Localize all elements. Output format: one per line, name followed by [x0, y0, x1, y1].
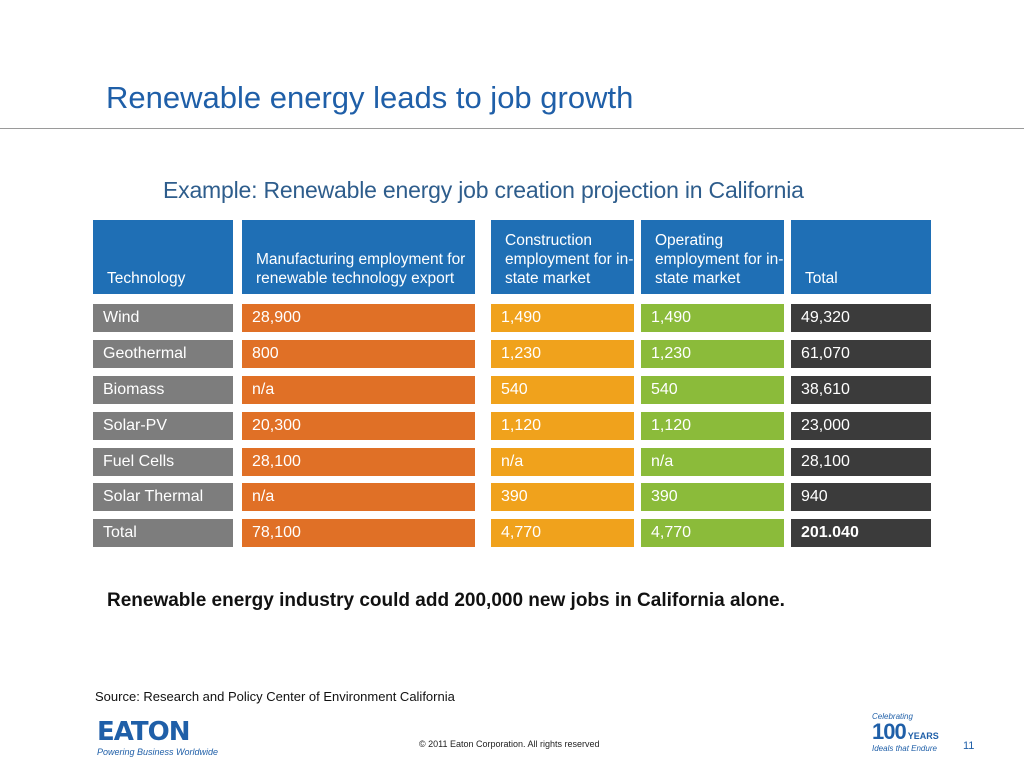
cell-manufacturing: 800 [242, 340, 475, 368]
page-number: 11 [963, 740, 975, 752]
cell-manufacturing: 28,900 [242, 304, 475, 332]
header-label: Manufacturing employment for renewable t… [256, 251, 466, 287]
cell-operating: 540 [641, 376, 784, 404]
cell-technology: Wind [93, 304, 233, 332]
cell-technology: Fuel Cells [93, 448, 233, 476]
header-label: Construction employment for in-state mar… [505, 232, 634, 287]
cell-manufacturing: n/a [242, 376, 475, 404]
cell-technology: Solar Thermal [93, 483, 233, 511]
logo-tagline: Powering Business Worldwide [97, 747, 219, 757]
eaton-logo: EATON Powering Business Worldwide [97, 717, 219, 760]
badge-years: YEARS [907, 731, 939, 741]
cell-construction: n/a [491, 448, 634, 476]
cell-operating: 1,230 [641, 340, 784, 368]
cell-technology: Total [93, 519, 233, 547]
cell-operating: 1,490 [641, 304, 784, 332]
cell-construction: 390 [491, 483, 634, 511]
cell-construction: 1,120 [491, 412, 634, 440]
header-total: Total [791, 220, 931, 294]
slide-title: Renewable energy leads to job growth [106, 80, 634, 115]
badge-number: 100 [872, 719, 907, 744]
header-construction: Construction employment for in-state mar… [491, 220, 634, 294]
header-technology: Technology [93, 220, 233, 294]
table-caption: Example: Renewable energy job creation p… [163, 177, 804, 203]
cell-operating: 390 [641, 483, 784, 511]
cell-technology: Biomass [93, 376, 233, 404]
cell-total: 23,000 [791, 412, 931, 440]
cell-operating: n/a [641, 448, 784, 476]
cell-total: 49,320 [791, 304, 931, 332]
cell-manufacturing: 28,100 [242, 448, 475, 476]
headline-statement: Renewable energy industry could add 200,… [107, 590, 785, 611]
cell-total: 28,100 [791, 448, 931, 476]
badge-top-text: Celebrating [872, 712, 913, 721]
centennial-badge: Celebrating 100 YEARS Ideals that Endure [872, 712, 952, 756]
copyright-notice: © 2011 Eaton Corporation. All rights res… [419, 739, 600, 749]
cell-manufacturing: 20,300 [242, 412, 475, 440]
title-divider [0, 128, 1024, 129]
cell-construction: 1,490 [491, 304, 634, 332]
cell-manufacturing: n/a [242, 483, 475, 511]
header-manufacturing: Manufacturing employment for renewable t… [242, 220, 475, 294]
cell-technology: Geothermal [93, 340, 233, 368]
header-label: Total [805, 270, 838, 287]
cell-operating: 4,770 [641, 519, 784, 547]
cell-total: 940 [791, 483, 931, 511]
cell-construction: 4,770 [491, 519, 634, 547]
cell-total: 201.040 [791, 519, 931, 547]
badge-bottom-text: Ideals that Endure [872, 744, 937, 753]
cell-construction: 540 [491, 376, 634, 404]
jobs-table: Technology Manufacturing employment for r… [93, 220, 931, 547]
header-label: Technology [107, 270, 186, 287]
cell-operating: 1,120 [641, 412, 784, 440]
header-operating: Operating employment for in-state market [641, 220, 784, 294]
cell-technology: Solar-PV [93, 412, 233, 440]
cell-manufacturing: 78,100 [242, 519, 475, 547]
source-note: Source: Research and Policy Center of En… [95, 689, 455, 704]
cell-total: 61,070 [791, 340, 931, 368]
cell-construction: 1,230 [491, 340, 634, 368]
logo-wordmark: EATON [97, 717, 190, 747]
header-label: Operating employment for in-state market [655, 232, 784, 287]
cell-total: 38,610 [791, 376, 931, 404]
